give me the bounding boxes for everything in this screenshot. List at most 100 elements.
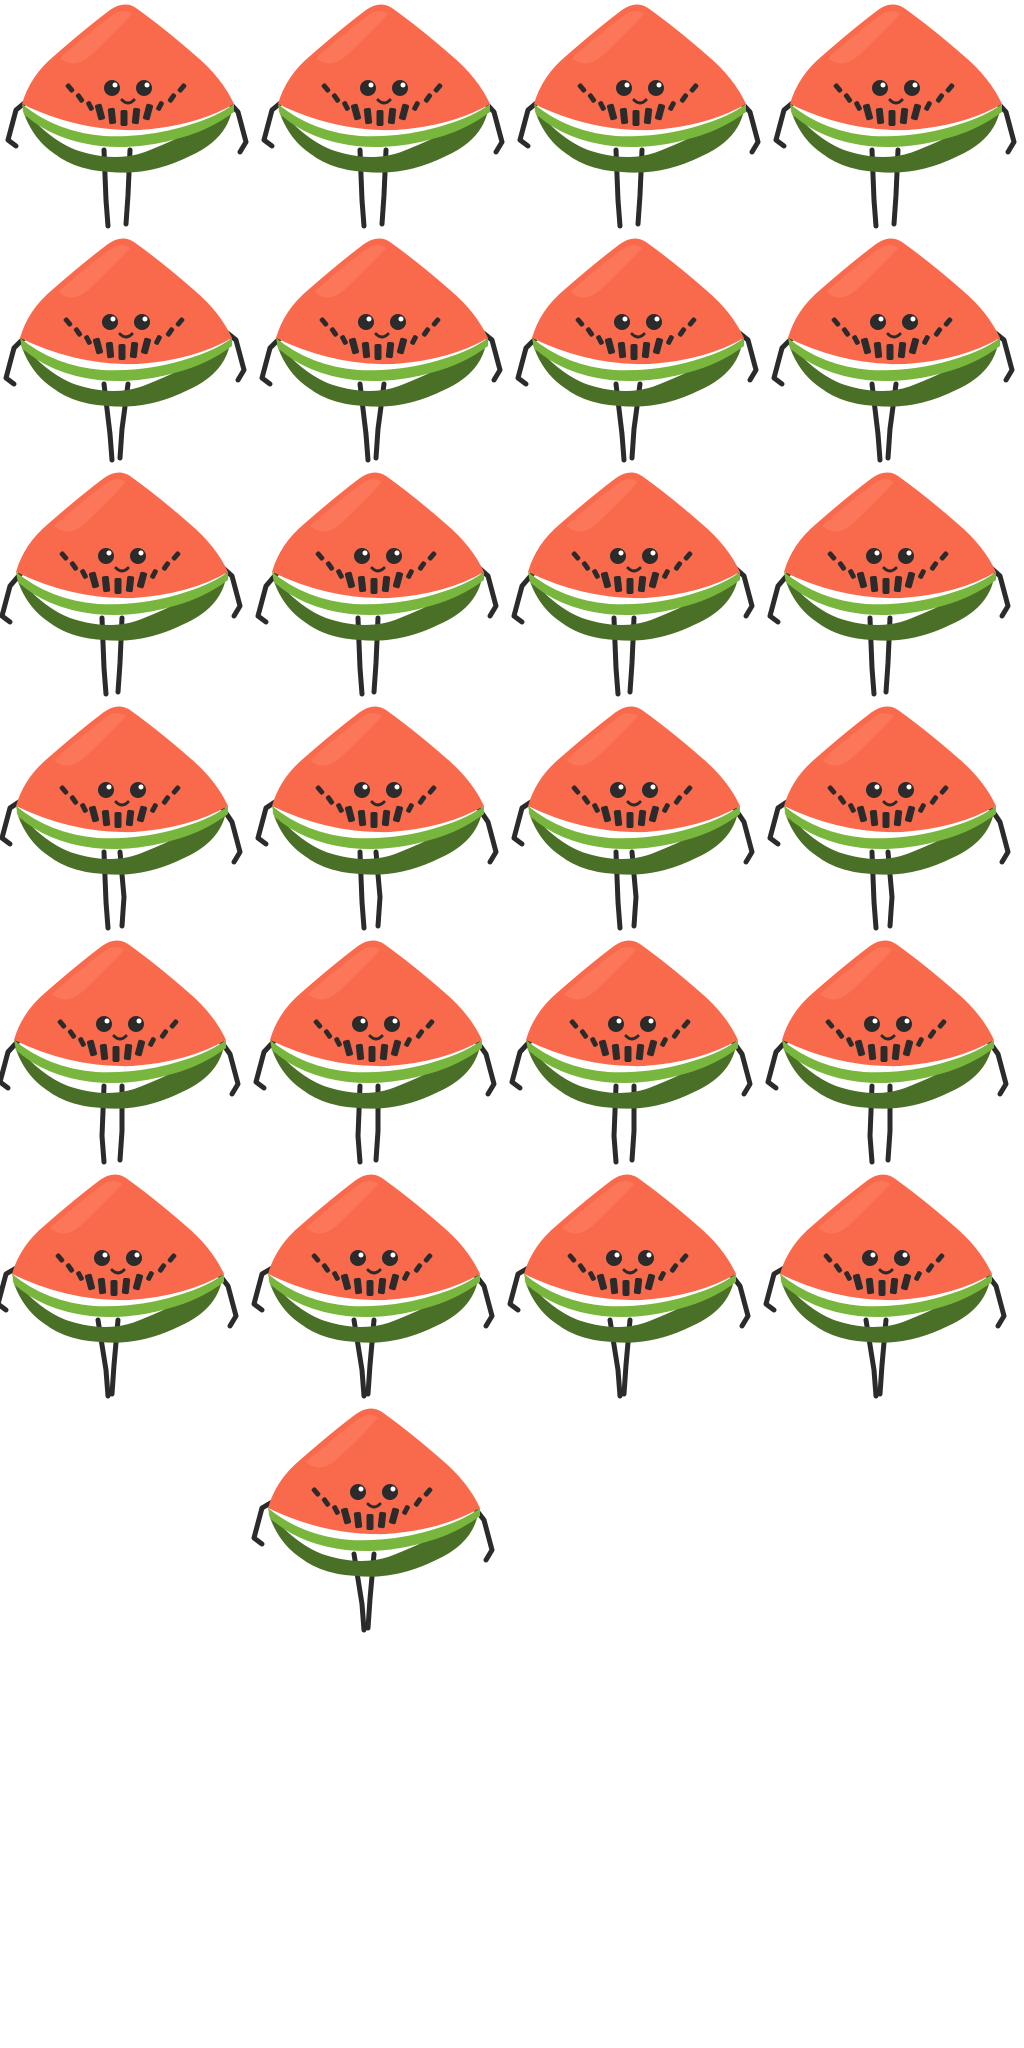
flesh-highlight [820, 947, 892, 1000]
right-eye-shine [142, 316, 148, 322]
seed [683, 551, 693, 561]
mouth [120, 98, 136, 105]
seed [321, 83, 331, 93]
flesh-highlight [818, 1181, 890, 1234]
left-eye [350, 1484, 366, 1500]
mouth [880, 1034, 896, 1041]
seed [637, 575, 647, 593]
flesh-highlight [564, 947, 636, 1000]
seed [577, 1263, 587, 1273]
seed [69, 561, 79, 571]
seed [169, 1019, 179, 1029]
sprite-frame [0, 936, 256, 1170]
seed [893, 575, 903, 593]
seed [423, 1487, 433, 1497]
flesh [528, 706, 740, 833]
flesh-highlight [310, 713, 382, 766]
watermelon-character [3, 238, 247, 463]
right-eye [898, 548, 914, 564]
flesh-highlight [306, 1415, 378, 1468]
left-eye [870, 314, 886, 330]
flesh [528, 472, 740, 599]
seed [154, 335, 162, 345]
seed [910, 103, 922, 121]
flesh [784, 706, 996, 833]
right-eye-shine [136, 1018, 142, 1024]
seed [880, 1046, 888, 1062]
character-body-group [773, 4, 1017, 229]
seed [423, 93, 433, 103]
seed [78, 1037, 86, 1047]
seed [671, 1029, 681, 1039]
seed [637, 809, 647, 827]
left-eye-shine [112, 82, 118, 88]
seed [125, 809, 135, 827]
character-body-group [253, 940, 497, 1165]
sprite-frame [0, 702, 256, 936]
character-body-group [767, 706, 1011, 931]
rind-light [268, 1508, 480, 1551]
sprite-frame [511, 702, 768, 936]
right-eye [640, 1016, 656, 1032]
seed [381, 575, 391, 593]
watermelon-character [255, 472, 499, 697]
seed [827, 785, 837, 795]
right-eye-shine [394, 550, 400, 556]
left-eye-shine [872, 1018, 878, 1024]
seed [592, 803, 600, 813]
seed [370, 578, 378, 594]
seed [918, 803, 926, 813]
seed [945, 83, 955, 93]
seed [398, 103, 410, 121]
right-eye-shine [648, 1018, 654, 1024]
left-eye-shine [110, 316, 116, 322]
seed [687, 317, 697, 327]
rind-dark-lower [536, 110, 744, 173]
mouth [886, 332, 902, 339]
rind-light [16, 572, 228, 615]
seed [922, 335, 930, 345]
character-body-group [0, 706, 243, 931]
character-body-group [255, 706, 499, 931]
seed [622, 1280, 630, 1296]
right-eye [384, 1016, 400, 1032]
mouth [366, 1268, 382, 1275]
seed [933, 327, 943, 337]
sprite-frame [763, 1170, 1024, 1404]
seed [311, 1487, 321, 1497]
seed [402, 1505, 410, 1515]
seed [366, 1280, 374, 1296]
left-eye [354, 782, 370, 798]
seed [331, 93, 341, 103]
seed [654, 103, 666, 121]
seed [315, 785, 325, 795]
seed [353, 1277, 363, 1295]
seed [644, 1273, 656, 1291]
sprite-frame [512, 0, 768, 234]
right-eye [638, 1250, 654, 1266]
seed [57, 1019, 67, 1029]
seed [368, 1046, 376, 1062]
seed [334, 1037, 342, 1047]
seed [848, 569, 856, 579]
seed [161, 561, 171, 571]
seed [114, 812, 122, 828]
right-eye [390, 314, 406, 330]
seed [65, 83, 75, 93]
seed [388, 1507, 400, 1525]
seed [646, 1039, 658, 1057]
seed [390, 1039, 402, 1057]
flesh-highlight [572, 11, 644, 64]
seed [571, 551, 581, 561]
seed [425, 1019, 435, 1029]
seed [101, 575, 111, 593]
left-eye [96, 1016, 112, 1032]
sprite-frame [767, 702, 1024, 936]
seed [666, 335, 674, 345]
watermelon-character [0, 940, 241, 1165]
right-eye [382, 1250, 398, 1266]
left-eye [616, 80, 632, 96]
seed [927, 1029, 937, 1039]
seed [315, 551, 325, 561]
